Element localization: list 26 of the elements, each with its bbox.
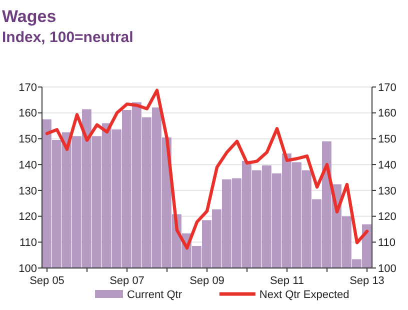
x-tick-label: Sep 11 [270, 275, 304, 287]
line-series [45, 88, 369, 250]
y2-tick-label: 120 [378, 211, 396, 224]
y2-tick-label: 140 [378, 159, 396, 172]
y-tick-label: 130 [18, 185, 37, 198]
y-tick-label: 110 [19, 236, 37, 249]
y-tick-label: 150 [18, 134, 37, 146]
y-tick-label: 140 [18, 159, 37, 172]
chart-subtitle: Index, 100=neutral [2, 29, 134, 46]
y-tick-label: 100 [18, 262, 37, 275]
y-tick-label: 170 [18, 82, 37, 94]
legend-label: Current Qtr [127, 289, 182, 301]
chart-title: Wages [2, 7, 56, 26]
y2-tick-label: 160 [378, 108, 396, 120]
x-tick-label: Sep 13 [350, 275, 384, 287]
x-tick-label: Sep 09 [190, 275, 224, 287]
y2-tick-label: 170 [378, 82, 396, 94]
y2-tick-label: 150 [378, 134, 396, 146]
y-tick-label: 120 [18, 211, 37, 224]
y-tick-label: 160 [18, 108, 37, 120]
y2-tick-label: 100 [378, 262, 396, 275]
y2-tick-label: 130 [378, 185, 396, 198]
y2-tick-label: 110 [378, 236, 396, 249]
legend-label: Next Qtr Expected [259, 289, 350, 301]
x-tick-label: Sep 05 [30, 275, 64, 287]
x-tick-label: Sep 07 [110, 275, 144, 287]
